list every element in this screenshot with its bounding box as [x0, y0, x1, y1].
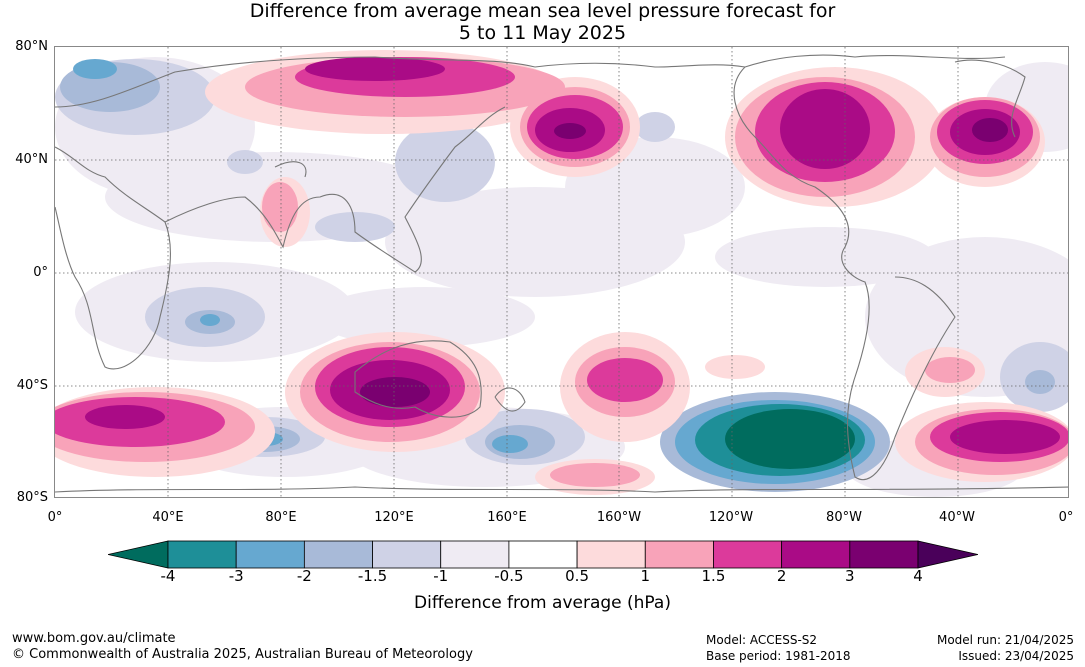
- lat-label-40n: 40°N: [15, 152, 48, 167]
- colorbar-tick-label: -4: [160, 567, 176, 585]
- colorbar-segment: [167, 540, 237, 569]
- colorbar-tick-label: -3: [228, 567, 244, 585]
- lon-label: 0°: [1058, 510, 1074, 525]
- footer-website[interactable]: www.bom.gov.au/climate: [12, 631, 176, 646]
- footer-issued: Issued: 23/04/2025: [958, 649, 1074, 663]
- graticule: [55, 47, 1068, 497]
- anomaly-map-svg: [55, 47, 1068, 497]
- map-title-line1: Difference from average mean sea level p…: [249, 0, 836, 22]
- lat-label-40s: 40°S: [16, 378, 48, 393]
- colorbar-tick-label: 3: [845, 567, 855, 585]
- colorbar-segment: [576, 540, 646, 569]
- anomaly-map: [54, 46, 1069, 498]
- map-title-line2: 5 to 11 May 2025: [458, 22, 627, 44]
- footer-base-period: Base period: 1981-2018: [706, 649, 851, 663]
- colorbar-segment: [508, 540, 578, 569]
- footer-copyright: © Commonwealth of Australia 2025, Austra…: [12, 647, 473, 662]
- footer-model-run: Model run: 21/04/2025: [936, 633, 1074, 647]
- colorbar-tick-label: 2: [776, 567, 787, 585]
- colorbar-segment: [303, 540, 373, 569]
- footer-model: Model: ACCESS-S2: [706, 633, 818, 647]
- colorbar-tick-label: 1: [640, 567, 651, 585]
- colorbar-tick-label: -1.5: [357, 567, 388, 585]
- colorbar-extend-high: [917, 540, 978, 569]
- coastlines: [55, 54, 1068, 493]
- colorbar-extend-low: [108, 540, 169, 569]
- colorbar-segment: [713, 540, 783, 569]
- colorbar-segment: [235, 540, 305, 569]
- lon-label: 0°: [47, 510, 63, 525]
- colorbar-segment: [440, 540, 510, 569]
- very-strong-positive-anomaly-areas: [360, 118, 1008, 407]
- lon-label: 40°E: [152, 510, 184, 525]
- strong-positive-anomaly-areas: [85, 57, 1060, 454]
- lat-label-80s: 80°S: [16, 490, 48, 505]
- colorbar: [108, 540, 978, 569]
- lon-label: 40°W: [939, 510, 975, 525]
- south-pacific-low-core: [725, 409, 855, 469]
- colorbar-segment: [372, 540, 442, 569]
- colorbar-tick-label: -1: [433, 567, 449, 585]
- colorbar-tick-label: 1.5: [701, 567, 726, 585]
- lon-label: 80°W: [826, 510, 862, 525]
- lon-label: 120°W: [708, 510, 754, 525]
- colorbar-segment: [644, 540, 714, 569]
- lon-label: 120°E: [374, 510, 414, 525]
- lat-label-80n: 80°N: [15, 39, 48, 54]
- colorbar-segment: [849, 540, 919, 569]
- colorbar-tick-label: -0.5: [494, 567, 524, 585]
- colorbar-tick-label: -2: [296, 567, 312, 585]
- colorbar-label: Difference from average (hPa): [414, 593, 671, 613]
- lon-label: 160°W: [596, 510, 642, 525]
- lon-label: 80°E: [265, 510, 297, 525]
- colorbar-segment: [781, 540, 851, 569]
- lat-label-0: 0°: [33, 265, 48, 280]
- colorbar-tick-label: 4: [913, 567, 923, 585]
- lon-label: 160°E: [487, 510, 527, 525]
- colorbar-tick-label: 0.5: [565, 567, 589, 585]
